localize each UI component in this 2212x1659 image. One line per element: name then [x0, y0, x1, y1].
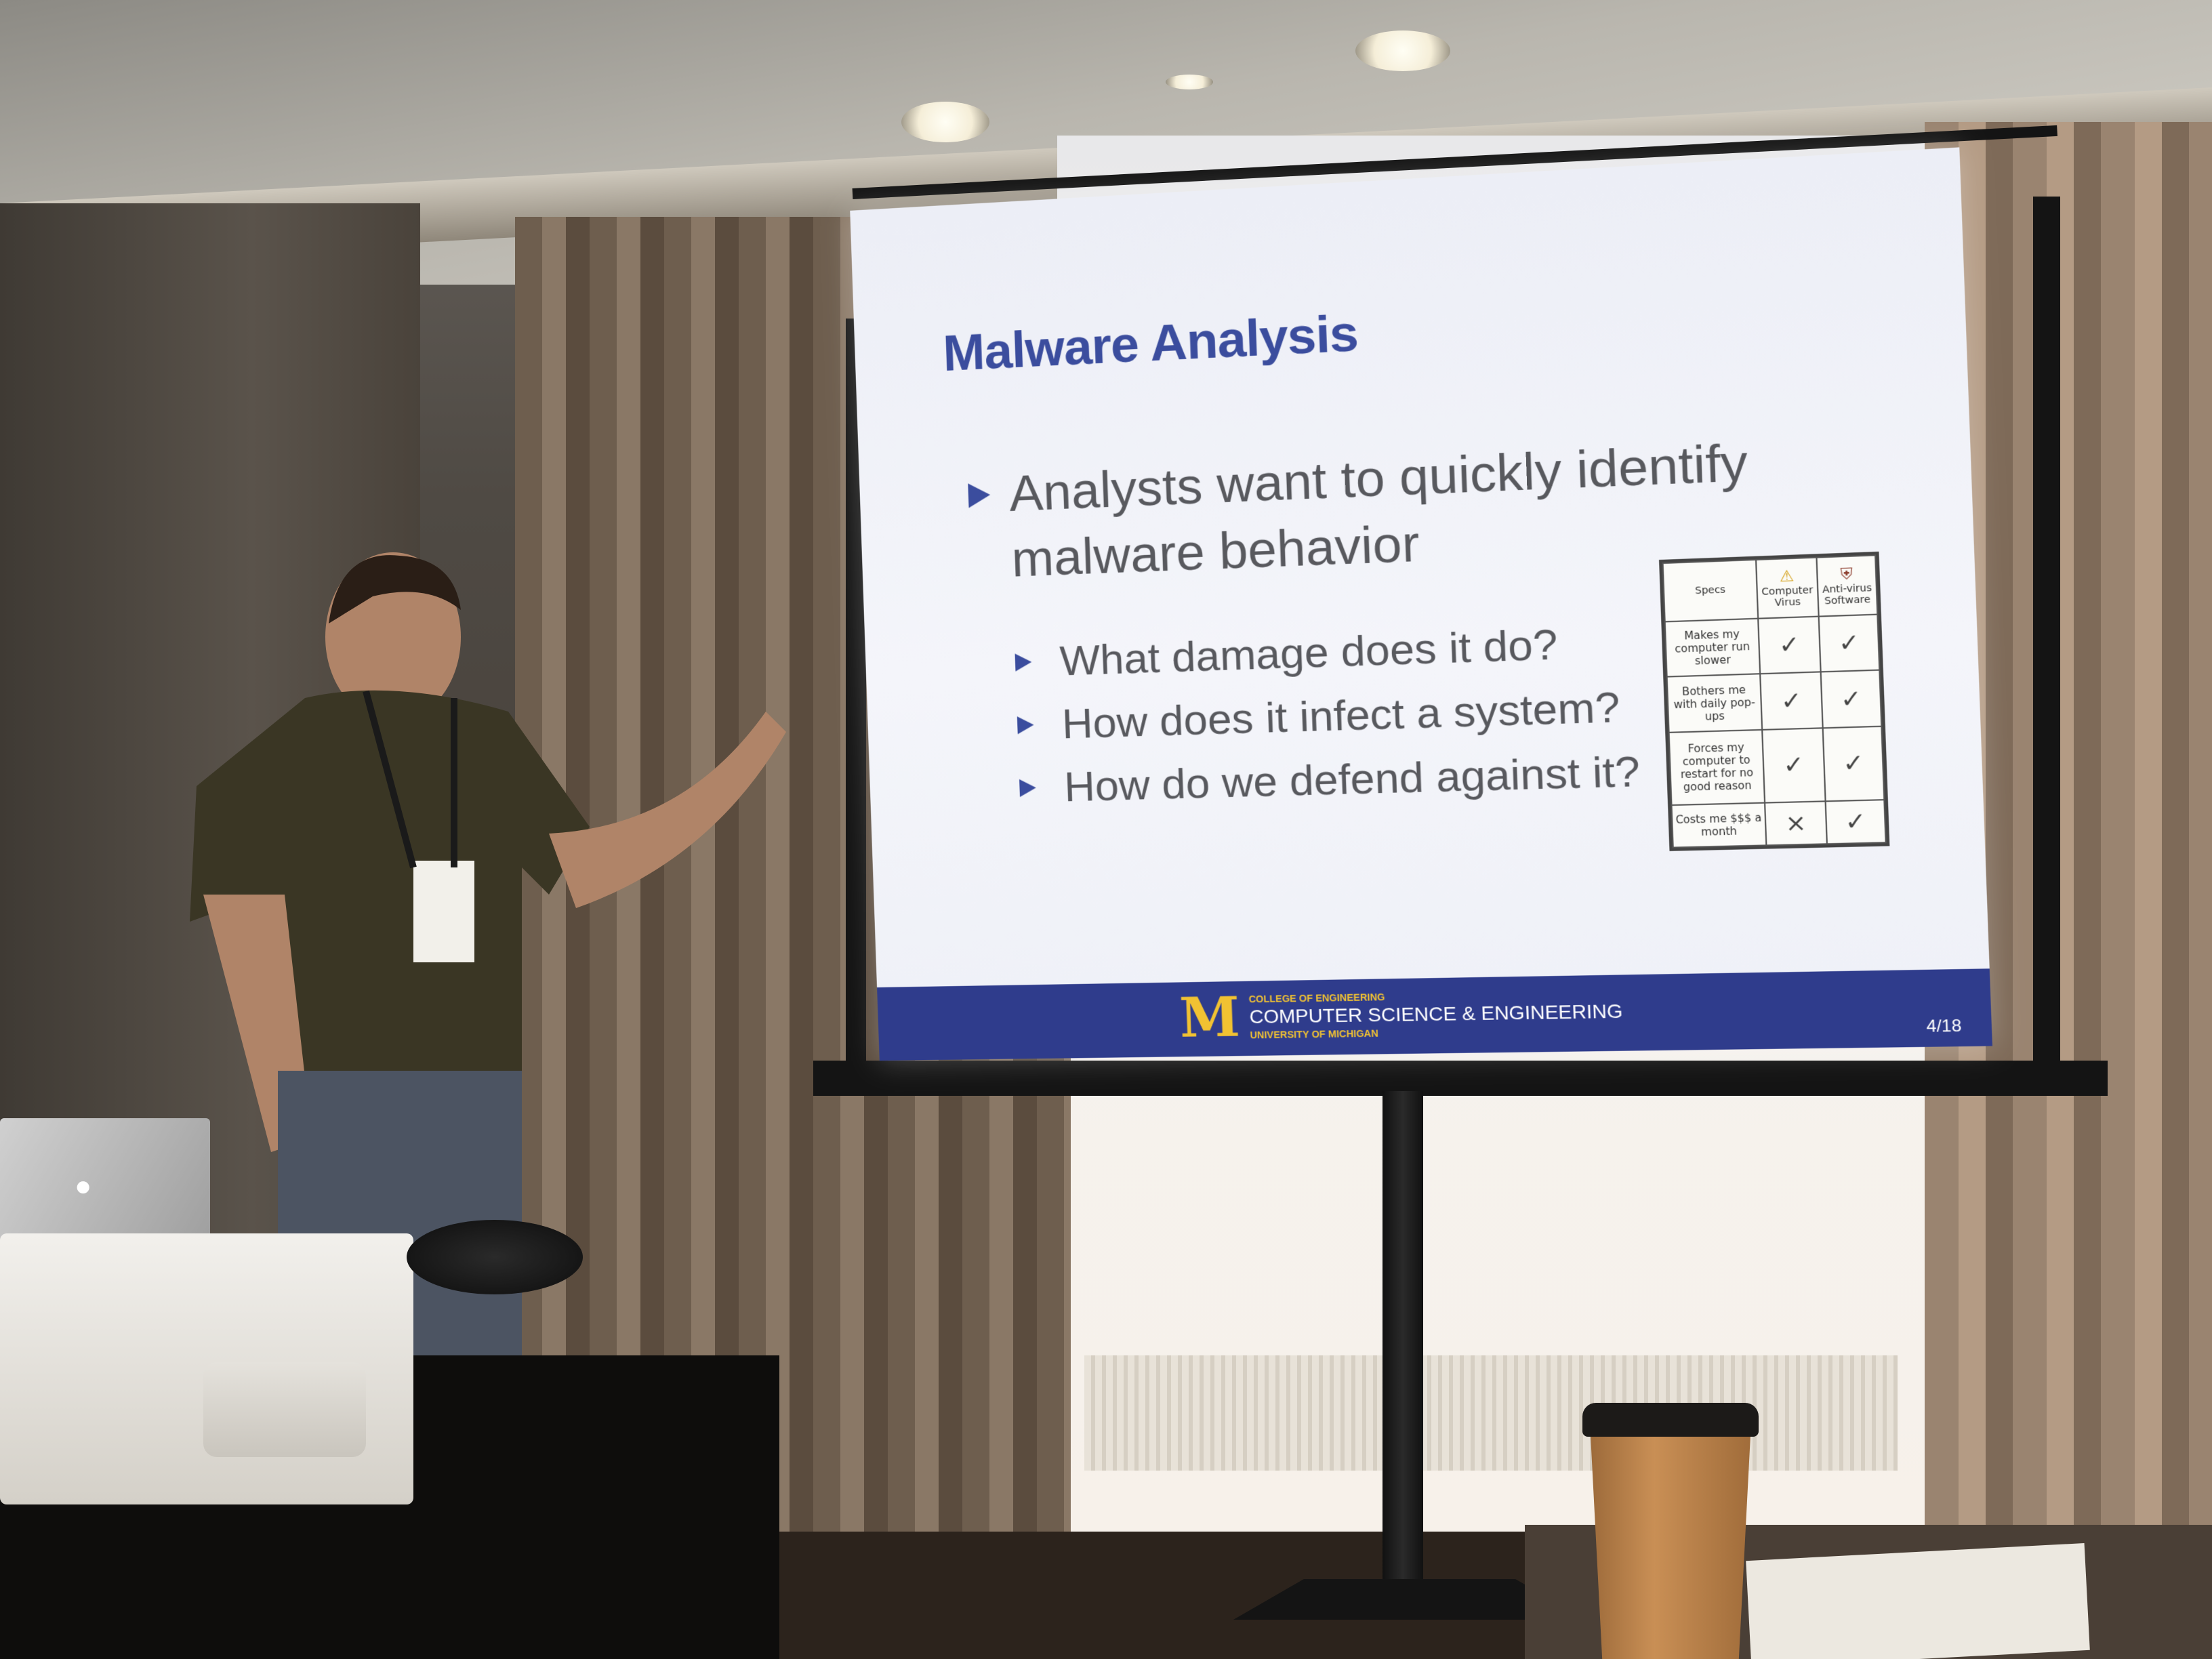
slide-page-number: 4/18	[1926, 1017, 1962, 1037]
slide-title: Malware Analysis	[942, 304, 1359, 382]
conference-speakerphone	[407, 1220, 583, 1294]
footer-department: COMPUTER SCIENCE & ENGINEERING	[1249, 1000, 1623, 1028]
presenter-badge	[413, 861, 474, 962]
comic-cross: ×	[1765, 801, 1827, 845]
comic-comparison-table: Specs ⚠ Computer Virus ⛨ Anti-virus Soft…	[1659, 552, 1889, 851]
comic-header: ⛨ Anti-virus Software	[1816, 555, 1877, 616]
sub-bullet-text: How do we defend against it?	[1063, 747, 1641, 812]
comic-check: ✓	[1821, 670, 1882, 728]
sub-bullet-text: What damage does it do?	[1059, 620, 1559, 686]
comic-check: ✓	[1758, 616, 1820, 674]
warning-icon: ⚠	[1759, 567, 1816, 586]
projector	[0, 1233, 413, 1504]
ceiling-light-3	[1166, 75, 1213, 89]
comic-cell: Forces my computer to restart for no goo…	[1669, 730, 1765, 805]
comic-check: ✓	[1823, 726, 1885, 801]
sub-bullet: What damage does it do?	[1015, 638, 1017, 701]
comic-check: ✓	[1762, 728, 1825, 802]
sub-bullet: How do we defend against it?	[1019, 764, 1021, 827]
comic-cell: Costs me $$$ a month	[1671, 802, 1766, 847]
comic-cell: Bothers me with daily pop-ups	[1667, 674, 1762, 733]
screen-right-edge	[2033, 197, 2060, 1071]
university-logo: M	[1179, 994, 1236, 1042]
ceiling-light-1	[901, 102, 989, 142]
presentation-slide: Malware Analysis Analysts want to quickl…	[850, 147, 1992, 1061]
comic-check: ✓	[1760, 672, 1822, 730]
apple-icon: ●	[75, 1172, 99, 1200]
projector-panel	[203, 1362, 366, 1457]
bullet-triangle-icon	[968, 483, 990, 508]
sub-bullet-list: What damage does it do? How does it infe…	[1015, 638, 1021, 827]
shield-icon: ⛨	[1819, 565, 1874, 584]
comic-header: Specs	[1663, 560, 1759, 621]
bullet-main: Analysts want to quickly identify malwar…	[947, 424, 1872, 464]
comic-check: ✓	[1818, 614, 1879, 672]
footer-college: COLLEGE OF ENGINEERING	[1248, 991, 1385, 1005]
paper-sheet	[1746, 1543, 2090, 1659]
comic-check: ✓	[1825, 800, 1885, 844]
comic-header: ⚠ Computer Virus	[1756, 558, 1819, 619]
ceiling-light-2	[1355, 30, 1450, 71]
screen-bottom-bar	[813, 1061, 2108, 1096]
coffee-cup-lid	[1582, 1403, 1759, 1437]
bullet-triangle-icon	[1019, 779, 1036, 797]
presenter-arm	[549, 712, 786, 908]
screen-stand-pole	[1382, 1091, 1423, 1579]
slide-footer: M COLLEGE OF ENGINEERING COMPUTER SCIENC…	[877, 968, 1992, 1061]
radiator	[1084, 1355, 1898, 1471]
bullet-triangle-icon	[1017, 716, 1034, 734]
comic-cell: Makes my computer run slower	[1665, 618, 1760, 677]
sub-bullet: How does it infect a system?	[1017, 701, 1019, 764]
footer-university: UNIVERSITY OF MICHIGAN	[1250, 1027, 1378, 1040]
coffee-cup	[1589, 1410, 1752, 1659]
bullet-triangle-icon	[1015, 653, 1032, 672]
sub-bullet-text: How does it infect a system?	[1061, 682, 1621, 749]
